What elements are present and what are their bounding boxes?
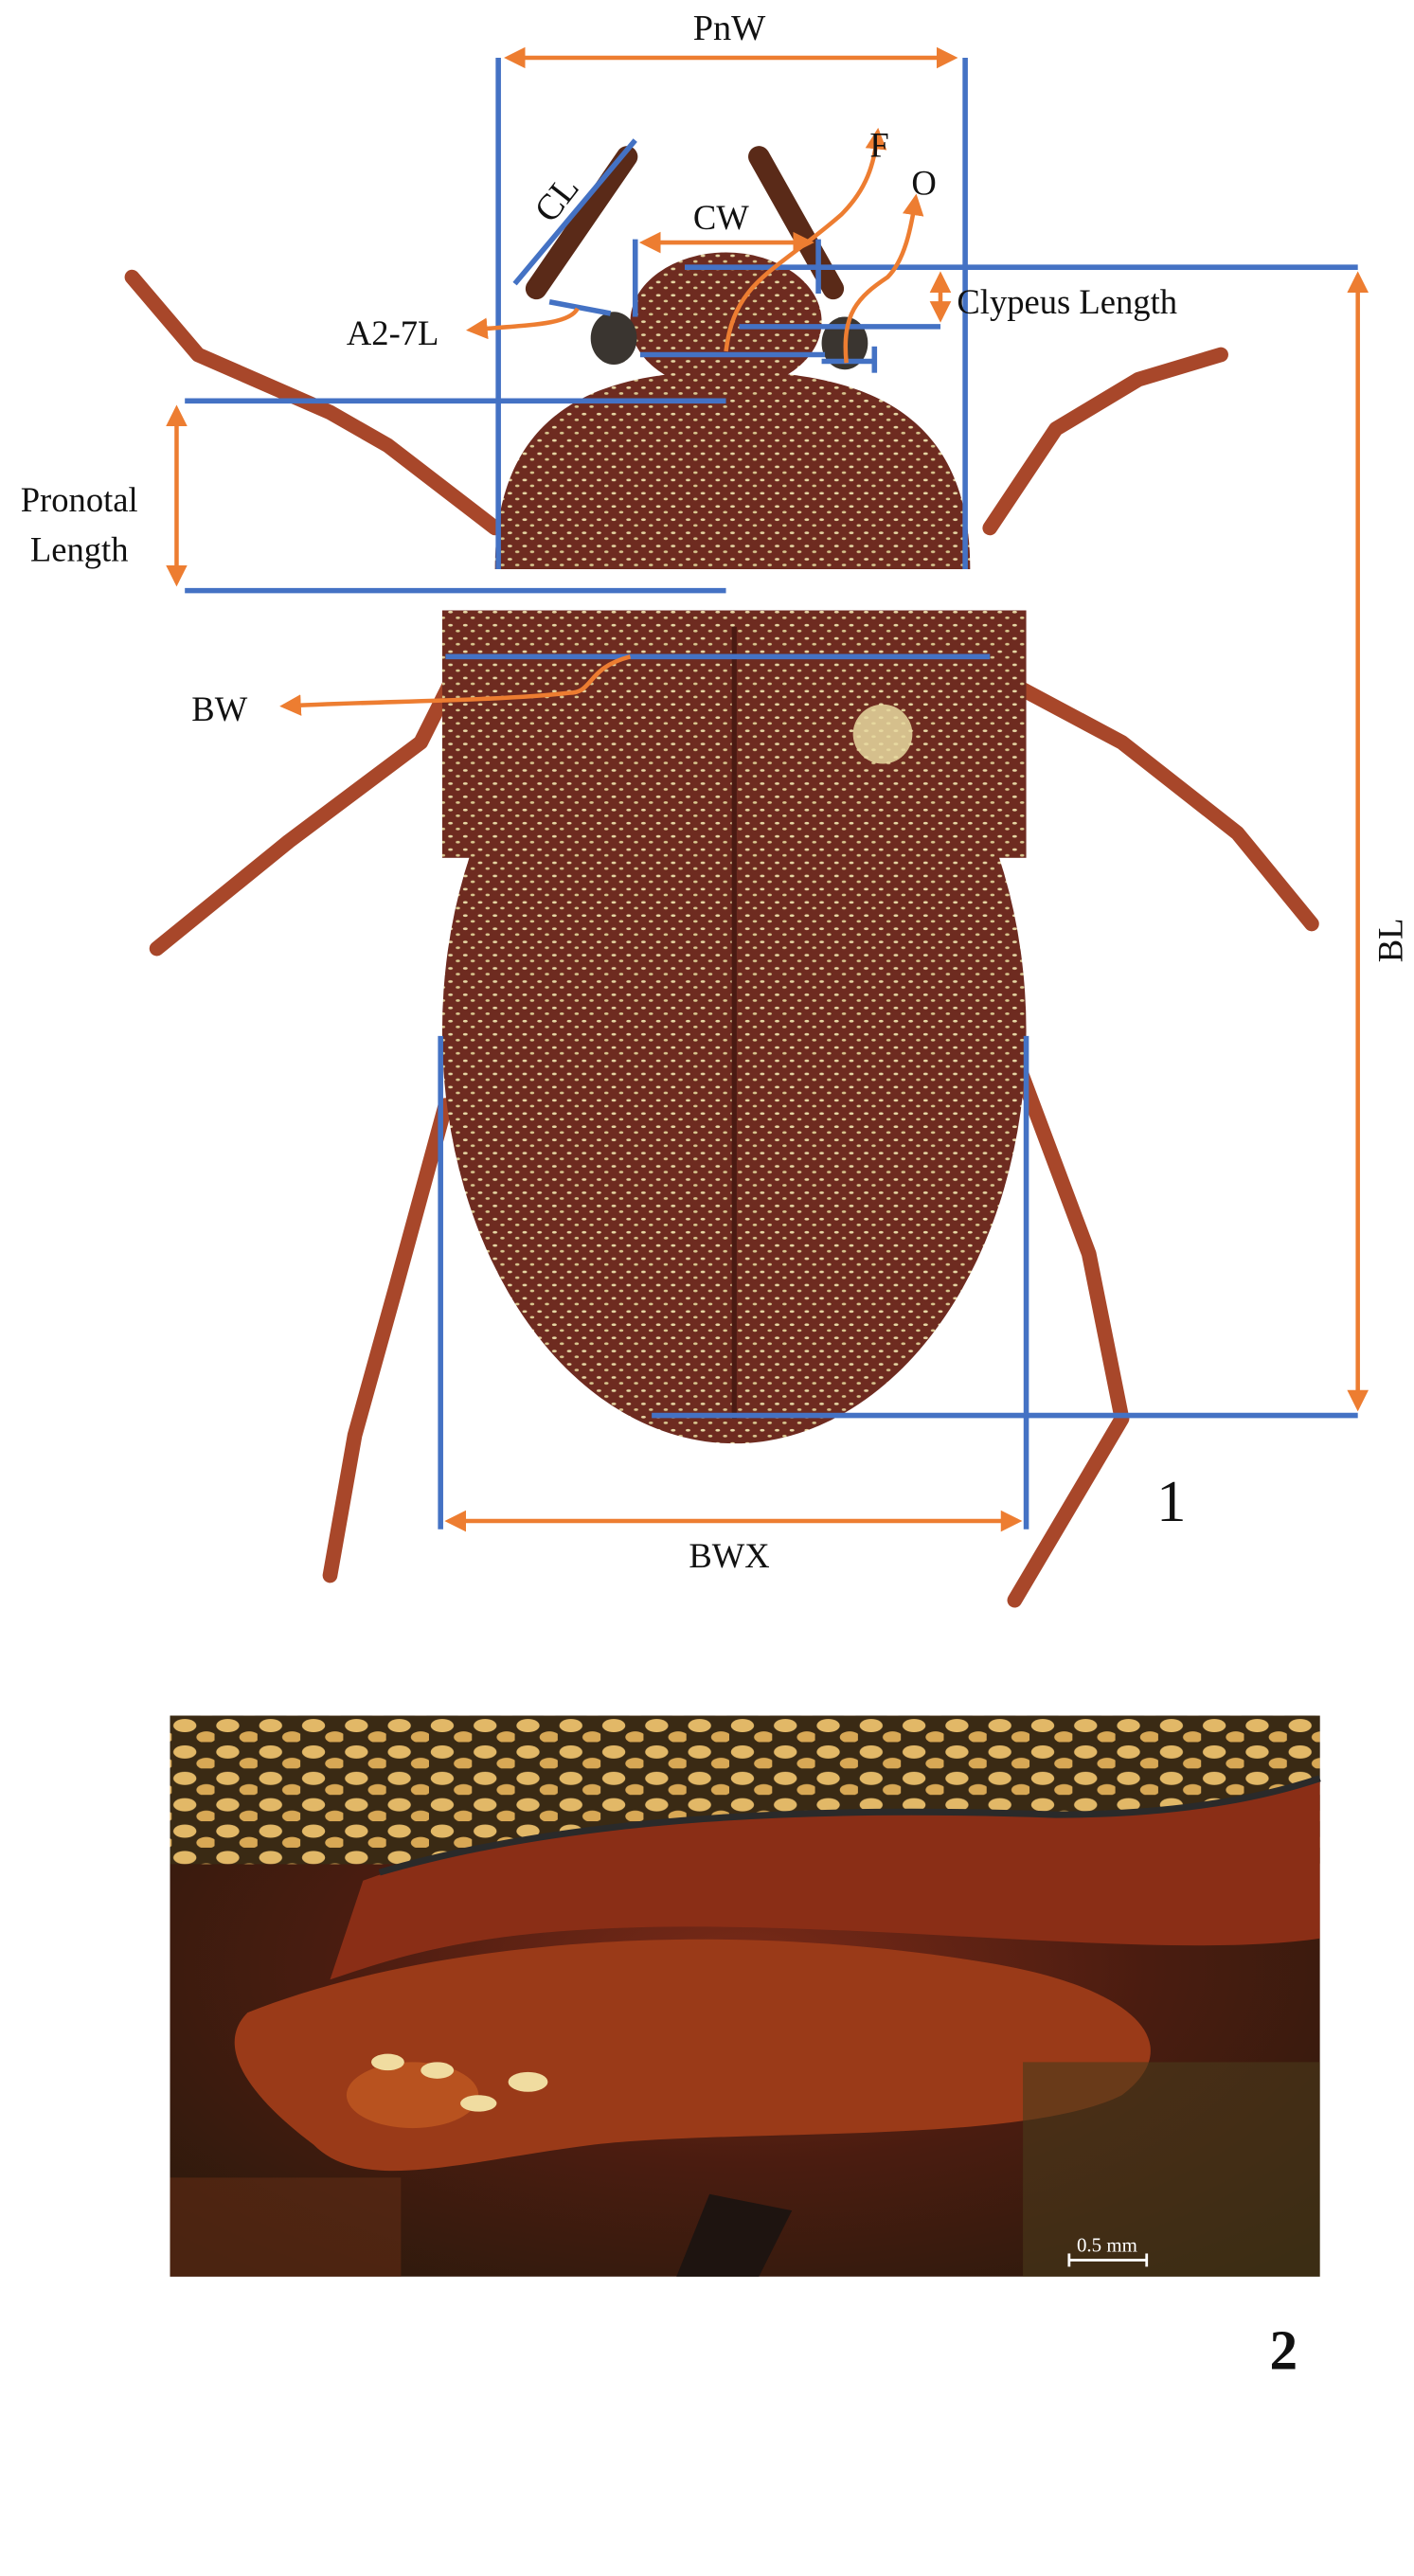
label-bw: BW [191, 689, 247, 728]
label-cw: CW [693, 198, 749, 237]
closeup-photo [170, 1715, 1321, 2277]
panel-2-label: 2 [1269, 2318, 1298, 2381]
label-bl: BL [1371, 919, 1410, 963]
panel-1-label: 1 [1156, 1468, 1186, 1534]
label-f: F [869, 125, 888, 164]
beetle-photo [124, 146, 1319, 1608]
label-pronotal-length-2: Length [30, 529, 129, 568]
label-a2-7l: A2-7L [347, 313, 439, 352]
scale-bar: 0.5 mm [1067, 2234, 1149, 2267]
label-clypeus-length: Clypeus Length [957, 282, 1177, 321]
label-pnw: PnW [693, 9, 766, 48]
label-bwx: BWX [689, 1536, 769, 1575]
measurement-overlay [166, 46, 1369, 1532]
scale-bar-label: 0.5 mm [1077, 2234, 1137, 2257]
label-o: O [911, 164, 936, 203]
label-pronotal-length-1: Pronotal [21, 480, 138, 519]
